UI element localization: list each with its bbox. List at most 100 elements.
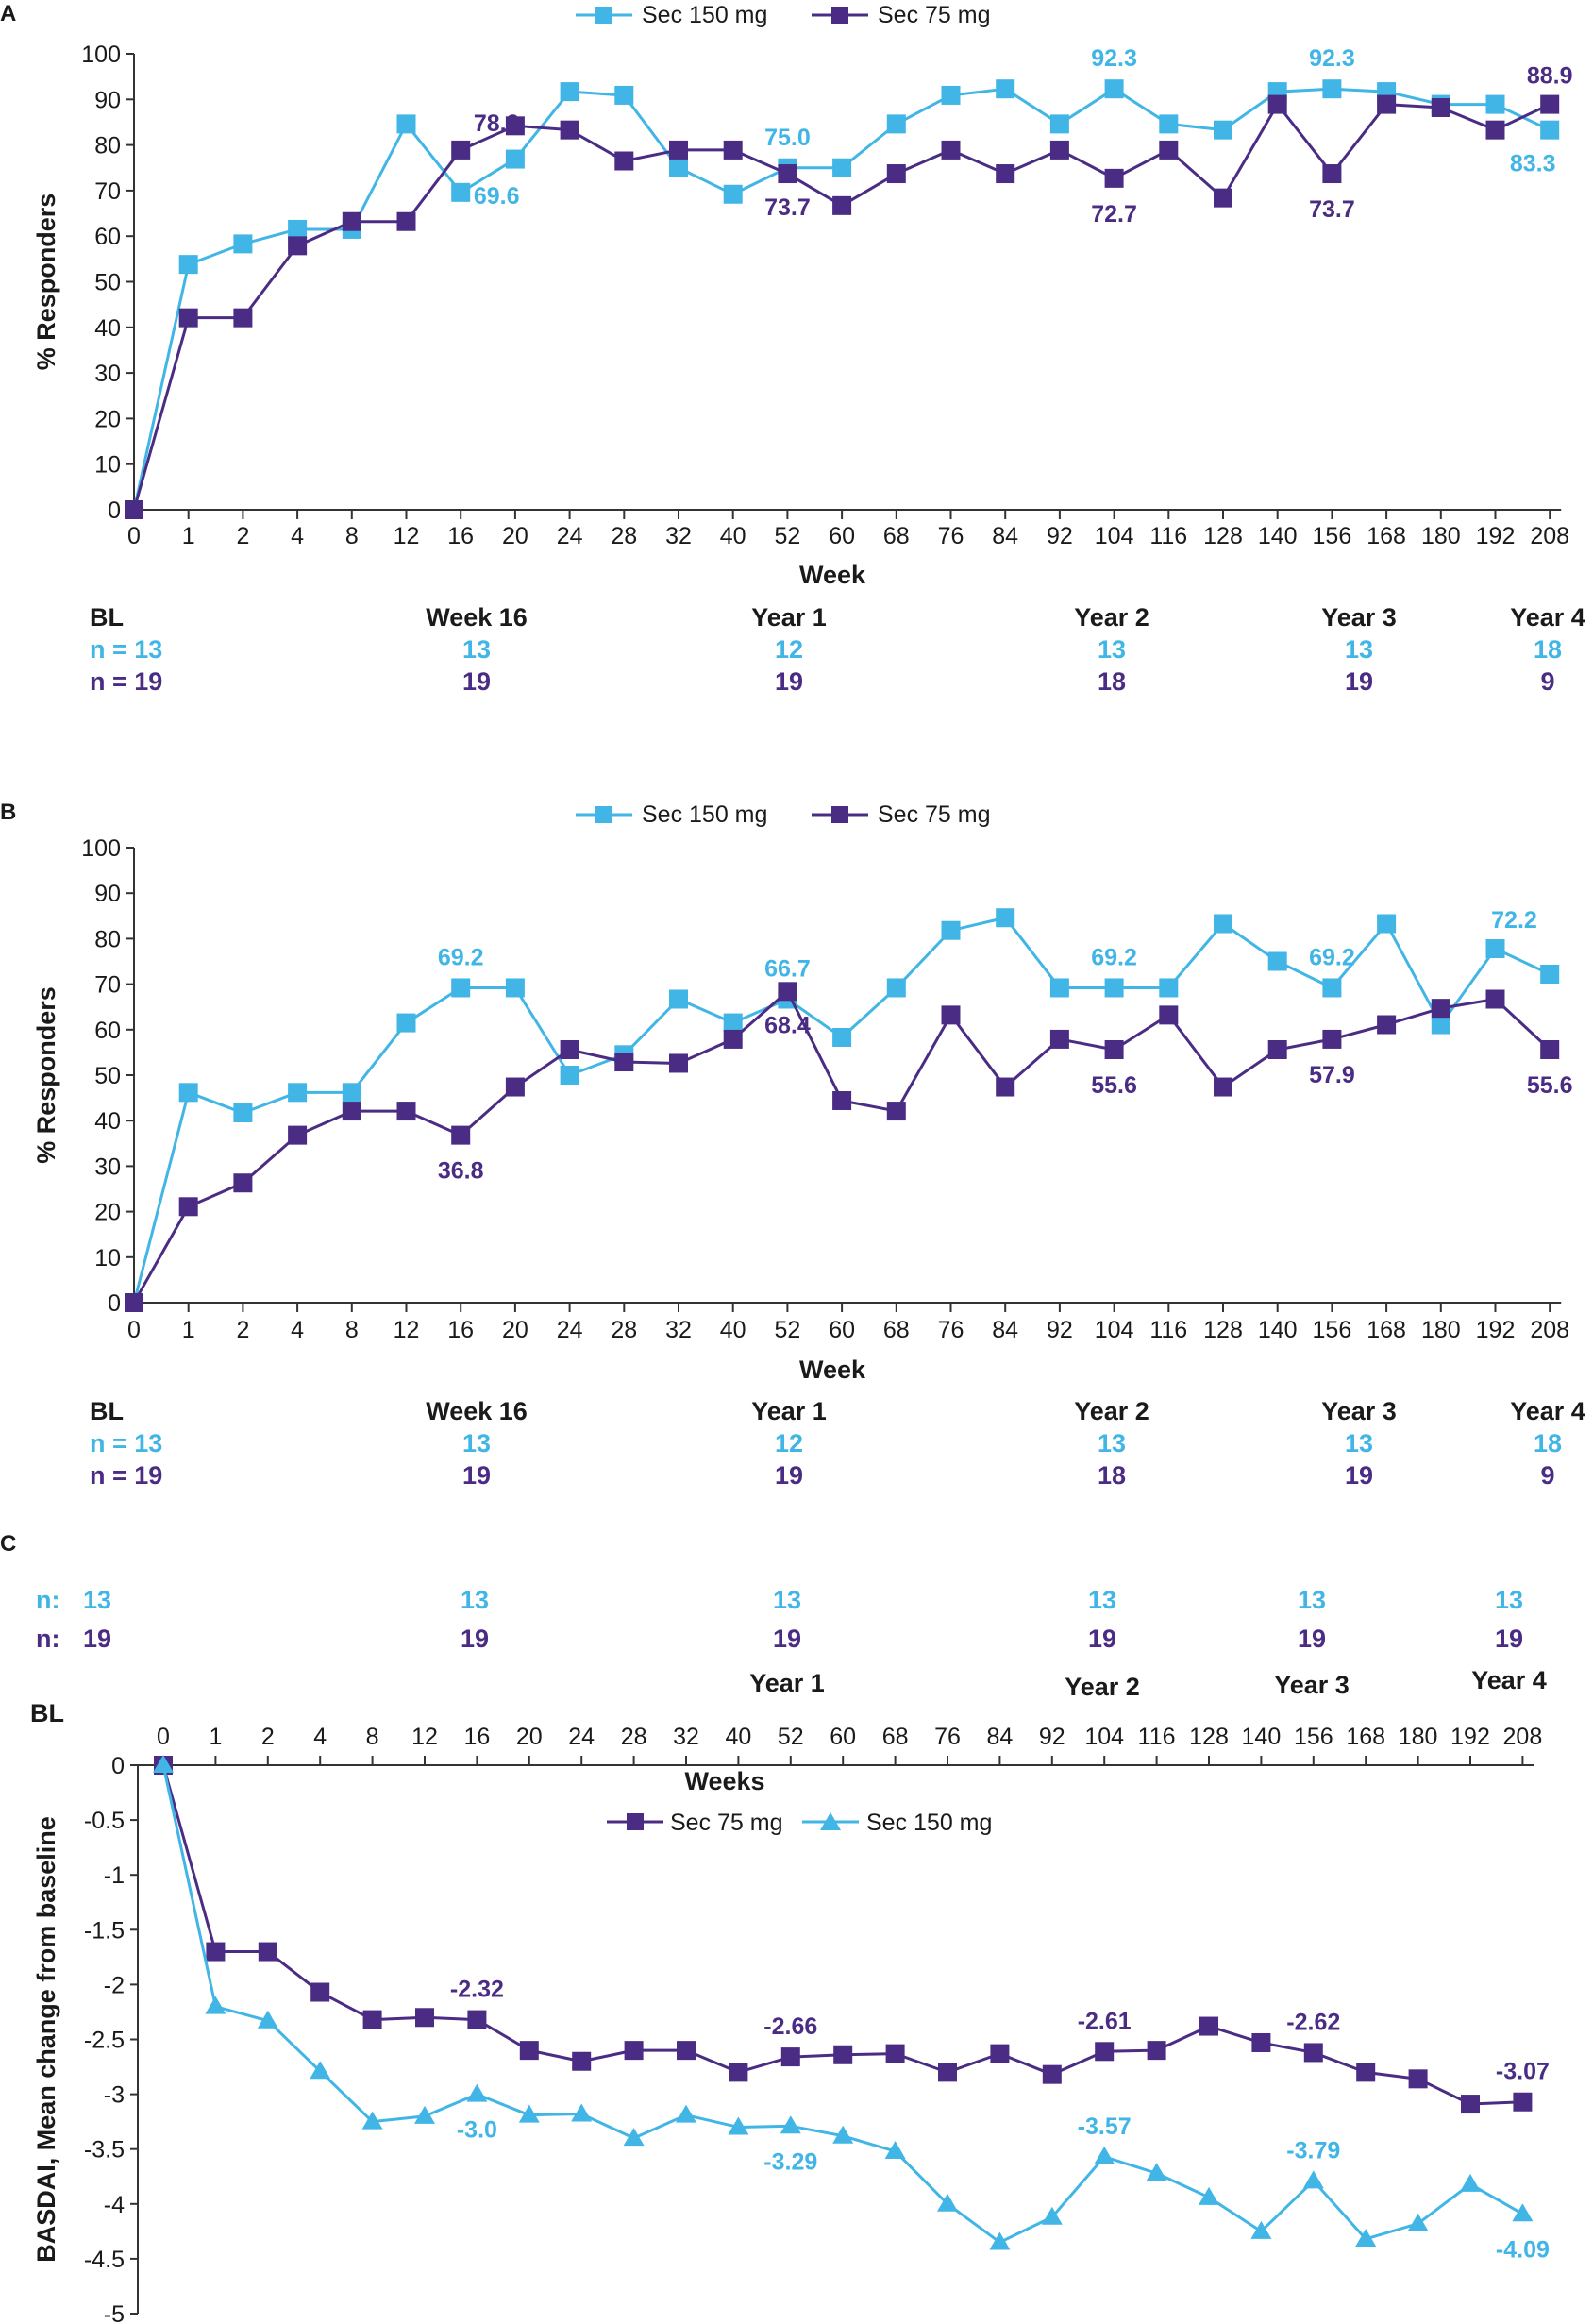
x-tick-label: 92 xyxy=(1047,1317,1073,1343)
legend-c-150-marker xyxy=(820,1812,841,1830)
x-tick-label: 12 xyxy=(394,523,420,549)
n-table-b-75-y2: 18 xyxy=(1098,1461,1126,1490)
x-tick-label: 8 xyxy=(345,1317,359,1343)
data-point-75 xyxy=(206,1942,226,1962)
series-line-150 xyxy=(161,1764,1524,2244)
y-tick-label: 60 xyxy=(94,224,121,250)
n-table-a-150-y4: 18 xyxy=(1534,635,1562,664)
x-tick-label: 68 xyxy=(883,523,910,549)
data-label: -2.62 xyxy=(1286,2009,1340,2035)
data-point-150 xyxy=(505,978,525,998)
data-point-75 xyxy=(723,1029,743,1049)
y-tick-label: 30 xyxy=(94,361,121,387)
data-point-75 xyxy=(1095,2042,1115,2062)
y-tick-label: 90 xyxy=(94,881,121,907)
data-label: 88.9 xyxy=(1527,63,1573,90)
data-label: 55.6 xyxy=(1091,1072,1137,1099)
data-point-75 xyxy=(833,2045,853,2064)
data-point-75 xyxy=(1159,1005,1179,1025)
data-point-150 xyxy=(1267,951,1287,971)
x-tick-label: 12 xyxy=(411,1724,438,1750)
data-label: 69.2 xyxy=(1309,944,1355,970)
x-tick-label: 0 xyxy=(157,1724,170,1750)
x-tick-label: 84 xyxy=(992,523,1018,549)
y-tick-label: 100 xyxy=(81,42,121,68)
data-label: 68.4 xyxy=(764,1012,811,1038)
data-point-75 xyxy=(1461,2095,1480,2114)
x-tick-label: 2 xyxy=(236,523,249,549)
x-tick-label: 180 xyxy=(1421,523,1461,549)
data-point-150 xyxy=(1407,2213,1429,2231)
data-point-150 xyxy=(451,978,471,998)
x-tick-label: 128 xyxy=(1203,1317,1243,1343)
x-tick-label: 32 xyxy=(673,1724,699,1750)
data-point-150 xyxy=(669,158,688,177)
x-tick-label: 192 xyxy=(1476,523,1516,549)
data-point-75 xyxy=(1049,140,1069,160)
data-point-75 xyxy=(451,1125,471,1145)
data-point-150 xyxy=(723,184,743,204)
y-tick-label: -1 xyxy=(104,1862,125,1889)
data-point-150 xyxy=(886,978,906,998)
data-point-150 xyxy=(884,2141,906,2160)
n-table-c-150-y3: 13 xyxy=(1298,1586,1326,1614)
n-table-a-150-bl: n = 13 xyxy=(90,635,162,664)
legend-b-150-label: Sec 150 mg xyxy=(642,801,767,828)
x-tick-label: 1 xyxy=(182,523,195,549)
data-point-75 xyxy=(1485,120,1505,140)
x-tick-label: 92 xyxy=(1047,523,1073,549)
n-table-c: n: 13 13 13 13 13 13 n: 19 19 19 19 19 1… xyxy=(30,1586,1547,1727)
x-tick-label: 16 xyxy=(447,1317,474,1343)
data-point-150 xyxy=(1049,978,1069,998)
data-point-150 xyxy=(178,1083,198,1103)
data-point-150 xyxy=(288,219,308,239)
x-tick-label: 2 xyxy=(261,1724,275,1750)
y-tick-label: 40 xyxy=(94,315,121,342)
n-table-c-year3: Year 3 xyxy=(1274,1671,1350,1699)
data-point-150 xyxy=(1512,2203,1534,2222)
data-point-75 xyxy=(467,2010,487,2029)
x-tick-label: 168 xyxy=(1346,1724,1385,1750)
data-point-75 xyxy=(451,140,471,160)
y-tick-label: -2 xyxy=(104,1972,125,1998)
x-tick-label: 4 xyxy=(291,523,304,549)
data-point-150 xyxy=(941,920,961,940)
data-point-75 xyxy=(885,2044,905,2063)
data-label: -3.57 xyxy=(1078,2113,1132,2140)
data-point-75 xyxy=(729,2063,748,2082)
data-point-150 xyxy=(1302,2170,1324,2189)
x-tick-label: 0 xyxy=(127,523,141,549)
data-label: 72.7 xyxy=(1091,201,1137,227)
y-tick-label: 90 xyxy=(94,87,121,113)
n-table-a-150-y2: 13 xyxy=(1098,635,1126,664)
data-point-75 xyxy=(1199,2016,1218,2036)
n-table-b-150-bl: n = 13 xyxy=(90,1429,162,1457)
data-point-150 xyxy=(1377,914,1397,934)
x-tick-label: 20 xyxy=(502,523,528,549)
n-table-a-bl: BL xyxy=(90,603,124,632)
data-point-150 xyxy=(1250,2220,1272,2239)
data-label: -3.07 xyxy=(1496,2059,1550,2085)
x-tick-label: 32 xyxy=(665,523,692,549)
panel-a: A Sec 150 mg Sec 75 mg 01020304050607080… xyxy=(0,1,1585,696)
data-point-150 xyxy=(832,2125,854,2144)
n-table-b: BL Week 16 Year 1 Year 2 Year 3 Year 4 n… xyxy=(90,1397,1585,1490)
data-point-150 xyxy=(1540,964,1560,984)
data-point-75 xyxy=(233,1173,253,1193)
n-table-b-year1: Year 1 xyxy=(751,1397,827,1425)
data-point-75 xyxy=(886,164,906,184)
panel-b-letter: B xyxy=(0,800,16,825)
data-point-75 xyxy=(310,1982,330,2002)
n-table-a-year2: Year 2 xyxy=(1074,603,1149,632)
data-point-150 xyxy=(560,82,579,102)
n-table-c-150-y1: 13 xyxy=(773,1586,801,1614)
x-tick-label: 24 xyxy=(557,1317,583,1343)
x-axis-title: Week xyxy=(799,561,866,589)
data-point-150 xyxy=(937,2193,958,2212)
y-tick-label: 0 xyxy=(108,1290,121,1317)
data-point-150 xyxy=(153,1755,174,1773)
data-point-75 xyxy=(1303,2043,1323,2063)
data-label: -2.66 xyxy=(763,2013,817,2040)
panel-c: C n: 13 13 13 13 13 13 n: 19 19 19 19 19… xyxy=(0,1531,1550,2324)
